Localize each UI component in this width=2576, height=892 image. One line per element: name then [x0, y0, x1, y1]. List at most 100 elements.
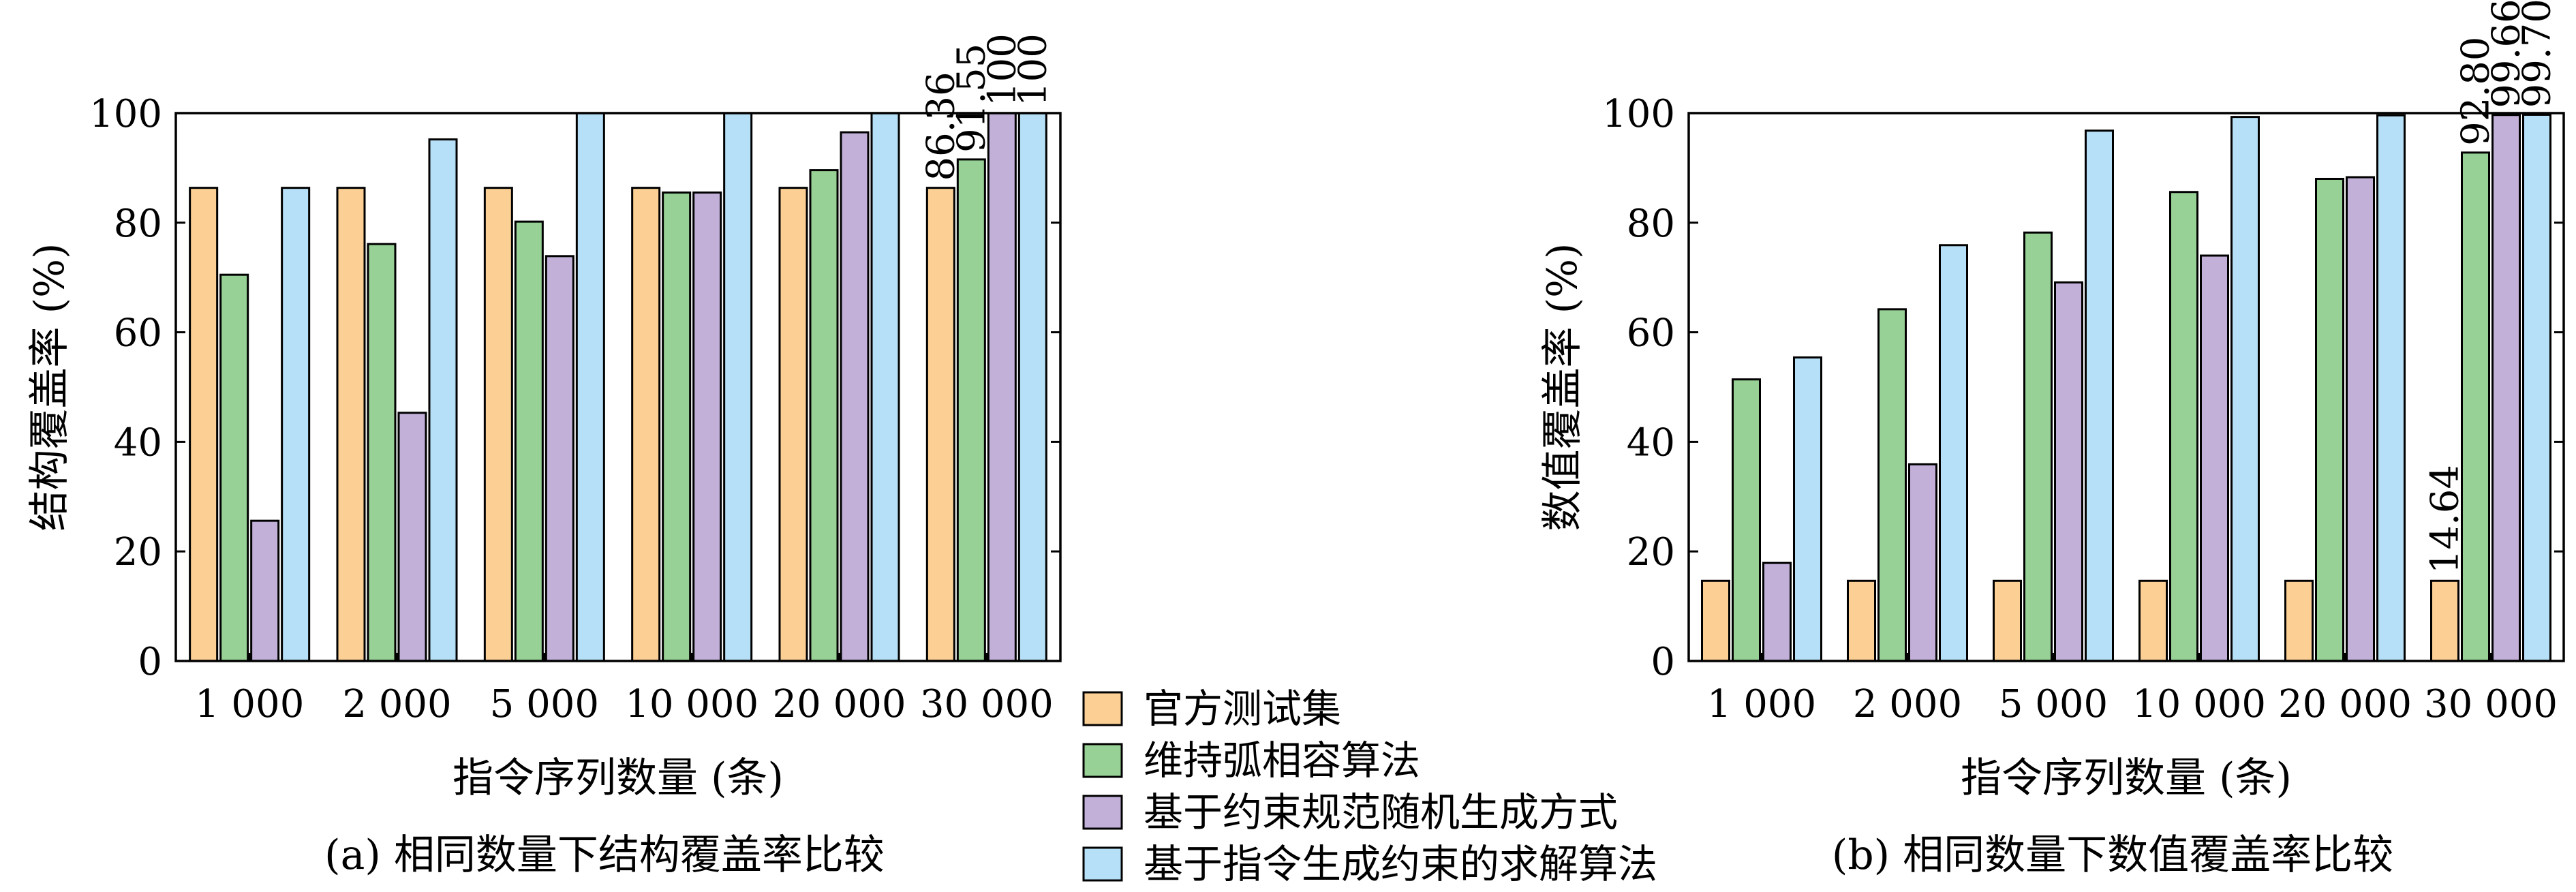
bar	[189, 187, 219, 662]
x-tick-label: 5 000	[1999, 682, 2108, 726]
y-axis-label: 结构覆盖率 (%)	[26, 243, 74, 532]
bar	[514, 220, 544, 662]
y-tick-label: 100	[89, 92, 162, 136]
bar	[250, 519, 280, 662]
x-tick-label: 1 000	[1707, 682, 1816, 726]
data-label: 100	[1011, 33, 1055, 106]
data-label: 99.66	[2485, 0, 2529, 108]
x-axis-label: 指令序列数量 (条)	[1961, 754, 2292, 802]
bar	[2522, 113, 2551, 662]
bar	[1017, 112, 1047, 662]
x-tick-label: 10 000	[2132, 682, 2266, 726]
data-label: 14.64	[2423, 465, 2468, 574]
x-tick-label: 20 000	[773, 682, 906, 726]
y-tick-label: 40	[1627, 420, 1675, 465]
y-axis-label: 数值覆盖率 (%)	[1539, 243, 1586, 532]
bar	[428, 138, 458, 662]
chart-panel-b: 1 000 2 000 5 000 10 000 20 000 30 000 0 20 40 60…	[1539, 0, 2565, 879]
bar	[281, 187, 311, 662]
y-tick-label: 80	[114, 202, 162, 246]
bar	[397, 412, 427, 662]
plot-frame	[1687, 112, 2565, 662]
bar	[1993, 579, 2022, 662]
legend-swatch	[1082, 691, 1123, 726]
bar	[1701, 579, 1730, 662]
legend-swatch	[1082, 795, 1123, 830]
bar	[778, 187, 808, 662]
bar	[1877, 308, 1907, 662]
legend-swatch	[1082, 743, 1123, 778]
bar	[2169, 191, 2198, 662]
panel-caption: (a) 相同数量下结构覆盖率比较	[324, 831, 885, 879]
bar	[925, 187, 955, 662]
bar	[870, 112, 900, 662]
data-label: 100	[980, 33, 1024, 106]
bar	[2284, 579, 2314, 662]
bar	[1939, 244, 1968, 662]
x-tick-label: 20 000	[2278, 682, 2412, 726]
bar	[575, 112, 605, 662]
bar	[545, 255, 574, 662]
y-tick-label: 0	[138, 640, 162, 684]
x-tick-label: 30 000	[2424, 682, 2558, 726]
legend-label: 维持弧相容算法	[1144, 737, 1420, 784]
bar	[1908, 463, 1937, 662]
legend-label: 官方测试集	[1144, 686, 1341, 732]
data-label: 99.70	[2515, 0, 2560, 108]
bar	[809, 169, 839, 662]
bar	[1793, 356, 1822, 662]
bar	[662, 191, 692, 662]
y-tick-label: 40	[114, 420, 162, 465]
y-tick-label: 20	[114, 530, 162, 574]
legend-label: 基于指令生成约束的求解算法	[1144, 841, 1657, 887]
y-tick-label: 0	[1651, 640, 1675, 684]
plot-frame	[174, 112, 1062, 662]
bar	[2430, 579, 2459, 662]
bar	[367, 243, 397, 662]
panel-caption: (b) 相同数量下数值覆盖率比较	[1832, 831, 2393, 879]
bar	[2200, 254, 2229, 662]
bar	[956, 158, 986, 662]
y-tick-label: 80	[1627, 202, 1675, 246]
x-axis-label: 指令序列数量 (条)	[453, 754, 784, 802]
y-tick-label: 60	[114, 311, 162, 356]
x-tick-label: 10 000	[625, 682, 758, 726]
bar	[1762, 562, 1792, 662]
bar	[1732, 378, 1761, 662]
data-label: 92.80	[2454, 37, 2498, 146]
bar	[2023, 231, 2053, 662]
legend-swatch	[1082, 846, 1123, 882]
x-tick-label: 1 000	[195, 682, 304, 726]
bar	[987, 112, 1017, 662]
bar	[2346, 176, 2375, 662]
x-tick-label: 30 000	[920, 682, 1054, 726]
chart-panel-a: 1 000 2 000 5 000 10 000 20 000 30 000 0 20 40 60…	[26, 33, 1062, 879]
y-tick-label: 20	[1627, 530, 1675, 574]
bar	[2315, 177, 2344, 662]
bar	[2491, 114, 2521, 662]
bar	[692, 191, 722, 662]
x-tick-label: 5 000	[490, 682, 599, 726]
y-tick-label: 100	[1602, 92, 1675, 136]
bar	[723, 112, 753, 662]
bar	[2138, 579, 2168, 662]
bar	[631, 187, 661, 662]
bar	[2054, 281, 2083, 662]
bar	[1847, 579, 1876, 662]
x-tick-label: 2 000	[342, 682, 451, 726]
legend-label: 基于约束规范随机生成方式	[1144, 789, 1618, 835]
bar	[2461, 151, 2490, 662]
data-label: 91.55	[949, 44, 994, 153]
bar	[336, 187, 366, 662]
bar	[219, 273, 249, 662]
bar	[483, 187, 513, 662]
bar	[2085, 129, 2114, 662]
bar	[840, 131, 870, 662]
y-tick-label: 60	[1627, 311, 1675, 356]
data-label: 86.36	[919, 72, 963, 181]
bar	[2376, 114, 2406, 662]
x-tick-label: 2 000	[1853, 682, 1962, 726]
bar	[2230, 116, 2260, 662]
